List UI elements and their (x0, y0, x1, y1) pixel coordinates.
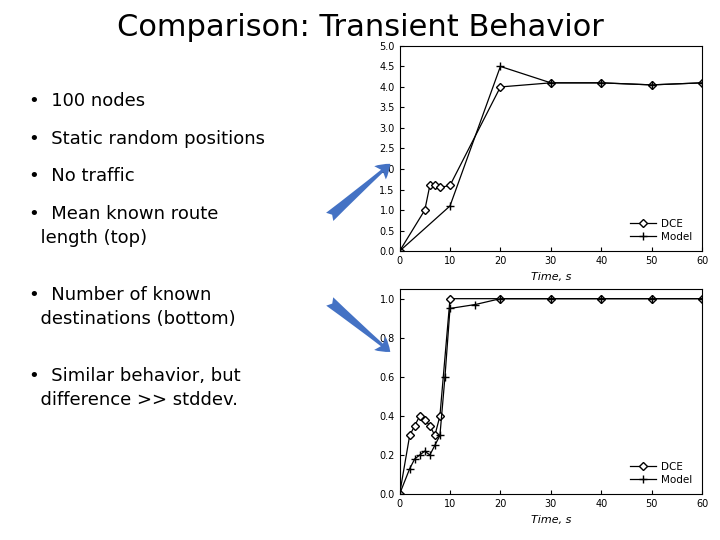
Text: •  No traffic: • No traffic (29, 167, 135, 185)
Model (698, 79, 706, 86)
Model (597, 295, 606, 302)
DCE (496, 295, 505, 302)
DCE (420, 416, 429, 423)
Text: •  Static random positions: • Static random positions (29, 130, 265, 147)
DCE (647, 295, 656, 302)
Text: •  Number of known
  destinations (bottom): • Number of known destinations (bottom) (29, 286, 235, 328)
Model (496, 63, 505, 70)
Model (597, 79, 606, 86)
Model (395, 491, 404, 497)
DCE (496, 84, 505, 90)
DCE (647, 82, 656, 88)
Model (471, 301, 480, 308)
Text: •  Mean known route
  length (top): • Mean known route length (top) (29, 205, 218, 247)
Model (420, 448, 429, 454)
Legend: DCE, Model: DCE, Model (626, 214, 697, 246)
Model (436, 432, 444, 438)
DCE (597, 295, 606, 302)
Model (647, 82, 656, 88)
Model (410, 456, 419, 462)
Model (446, 202, 454, 209)
Model (546, 79, 555, 86)
DCE (420, 207, 429, 213)
Model (415, 452, 424, 458)
Model (441, 374, 449, 380)
Line: Model: Model (395, 294, 706, 498)
X-axis label: Time, s: Time, s (531, 272, 571, 281)
DCE (436, 184, 444, 191)
DCE (597, 79, 606, 86)
DCE (431, 182, 439, 188)
Model (431, 442, 439, 449)
Line: DCE: DCE (397, 296, 705, 497)
DCE (546, 79, 555, 86)
Model (496, 295, 505, 302)
Model (405, 465, 414, 472)
DCE (446, 182, 454, 188)
DCE (415, 413, 424, 419)
DCE (426, 422, 434, 429)
DCE (410, 422, 419, 429)
Line: Model: Model (395, 62, 706, 255)
DCE (405, 432, 414, 438)
DCE (395, 491, 404, 497)
DCE (431, 432, 439, 438)
Text: Comparison: Transient Behavior: Comparison: Transient Behavior (117, 14, 603, 43)
Model (546, 295, 555, 302)
DCE (698, 295, 706, 302)
Text: •  100 nodes: • 100 nodes (29, 92, 145, 110)
DCE (546, 295, 555, 302)
Legend: DCE, Model: DCE, Model (626, 457, 697, 489)
Text: •  Similar behavior, but
  difference >> stddev.: • Similar behavior, but difference >> st… (29, 367, 240, 409)
Model (647, 295, 656, 302)
DCE (446, 295, 454, 302)
Model (446, 305, 454, 312)
Line: DCE: DCE (397, 80, 705, 254)
DCE (436, 413, 444, 419)
DCE (698, 79, 706, 86)
X-axis label: Time, s: Time, s (531, 515, 571, 524)
Model (698, 295, 706, 302)
Model (395, 248, 404, 254)
DCE (426, 182, 434, 188)
DCE (395, 248, 404, 254)
Model (426, 452, 434, 458)
